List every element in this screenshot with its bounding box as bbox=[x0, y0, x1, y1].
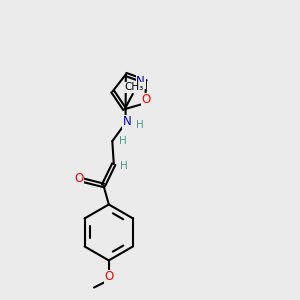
Text: N: N bbox=[123, 115, 132, 128]
Text: H: H bbox=[136, 120, 144, 130]
Text: CH₃: CH₃ bbox=[124, 82, 144, 92]
Text: O: O bbox=[141, 93, 151, 106]
Text: H: H bbox=[119, 136, 127, 146]
Text: N: N bbox=[136, 75, 145, 88]
Text: O: O bbox=[74, 172, 83, 185]
Text: H: H bbox=[120, 161, 128, 172]
Text: O: O bbox=[104, 270, 113, 283]
